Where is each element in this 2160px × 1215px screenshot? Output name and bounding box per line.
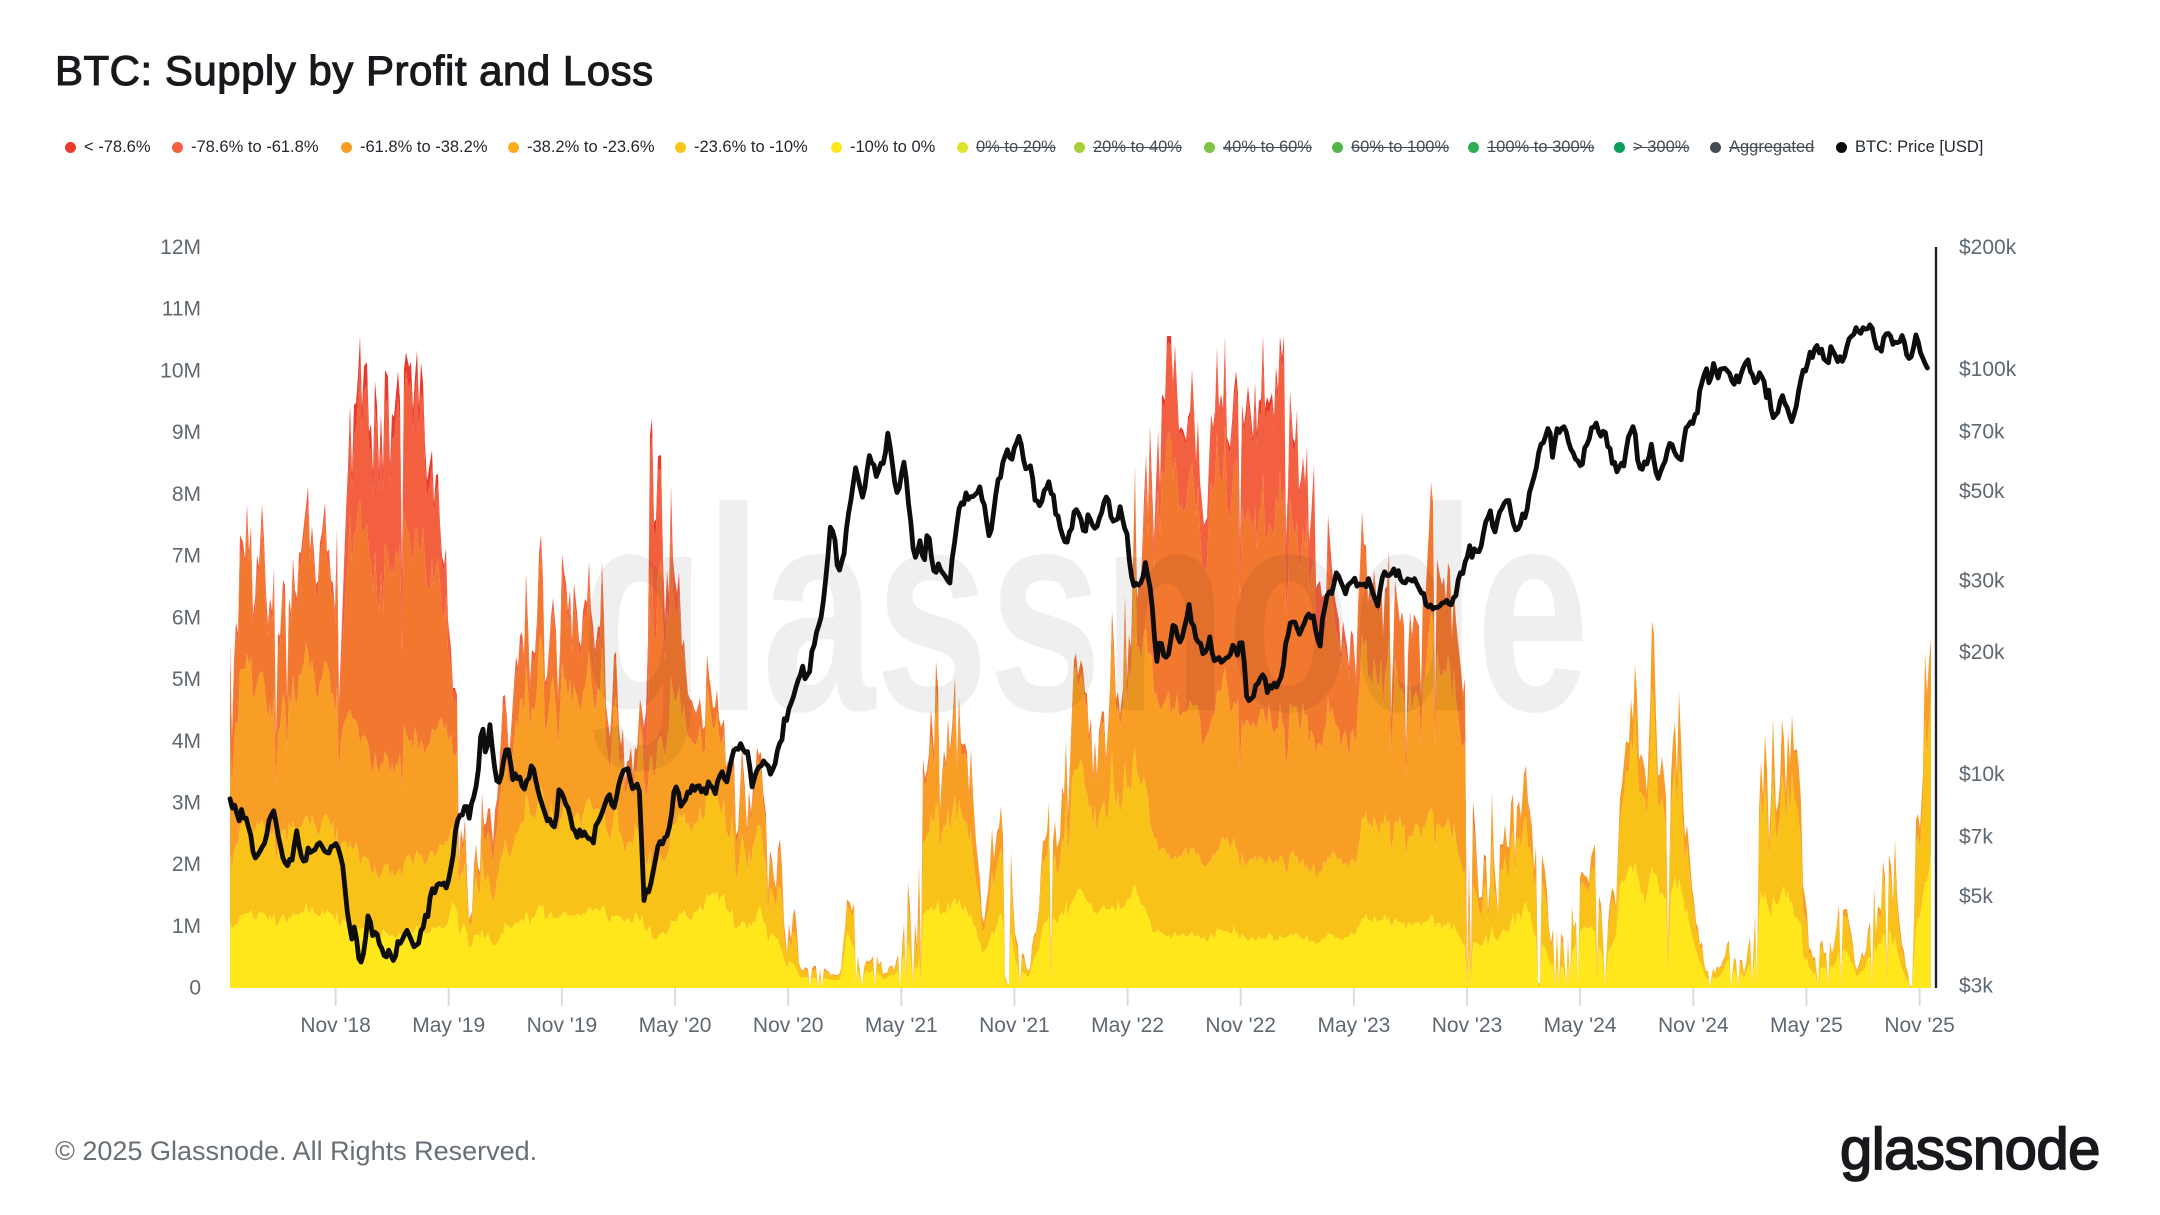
- svg-text:May '21: May '21: [865, 1014, 938, 1037]
- svg-text:7M: 7M: [172, 545, 201, 568]
- svg-text:$50k: $50k: [1959, 480, 2005, 503]
- svg-text:8M: 8M: [172, 483, 201, 506]
- svg-text:1M: 1M: [172, 915, 201, 938]
- svg-text:6M: 6M: [172, 606, 201, 629]
- svg-text:9M: 9M: [172, 421, 201, 444]
- svg-text:$10k: $10k: [1959, 763, 2005, 786]
- svg-text:0: 0: [189, 977, 201, 1000]
- svg-text:Nov '18: Nov '18: [300, 1014, 371, 1037]
- svg-text:$70k: $70k: [1959, 421, 2005, 444]
- svg-text:Nov '20: Nov '20: [753, 1014, 824, 1037]
- svg-text:2M: 2M: [172, 853, 201, 876]
- svg-text:May '25: May '25: [1770, 1014, 1843, 1037]
- svg-text:May '22: May '22: [1091, 1014, 1164, 1037]
- svg-text:May '24: May '24: [1544, 1014, 1617, 1037]
- svg-text:Nov '23: Nov '23: [1432, 1014, 1503, 1037]
- svg-text:11M: 11M: [162, 298, 201, 321]
- svg-text:Nov '21: Nov '21: [979, 1014, 1050, 1037]
- svg-text:$20k: $20k: [1959, 641, 2005, 664]
- svg-text:Nov '25: Nov '25: [1884, 1014, 1955, 1037]
- svg-text:4M: 4M: [172, 730, 201, 753]
- svg-text:May '20: May '20: [639, 1014, 712, 1037]
- svg-text:$7k: $7k: [1959, 826, 1993, 849]
- svg-text:May '23: May '23: [1317, 1014, 1390, 1037]
- svg-text:$5k: $5k: [1959, 885, 1993, 908]
- svg-text:12M: 12M: [160, 236, 201, 259]
- svg-text:glassnode: glassnode: [581, 449, 1590, 773]
- svg-text:$100k: $100k: [1959, 358, 2017, 381]
- svg-text:5M: 5M: [172, 668, 201, 691]
- svg-text:Nov '22: Nov '22: [1205, 1014, 1276, 1037]
- svg-text:Nov '19: Nov '19: [527, 1014, 598, 1037]
- svg-text:May '19: May '19: [412, 1014, 485, 1037]
- svg-text:$3k: $3k: [1959, 975, 1993, 998]
- svg-text:$30k: $30k: [1959, 570, 2005, 593]
- svg-text:10M: 10M: [160, 359, 201, 382]
- svg-text:3M: 3M: [172, 792, 201, 815]
- svg-text:$200k: $200k: [1959, 236, 2017, 259]
- svg-text:Nov '24: Nov '24: [1658, 1014, 1729, 1037]
